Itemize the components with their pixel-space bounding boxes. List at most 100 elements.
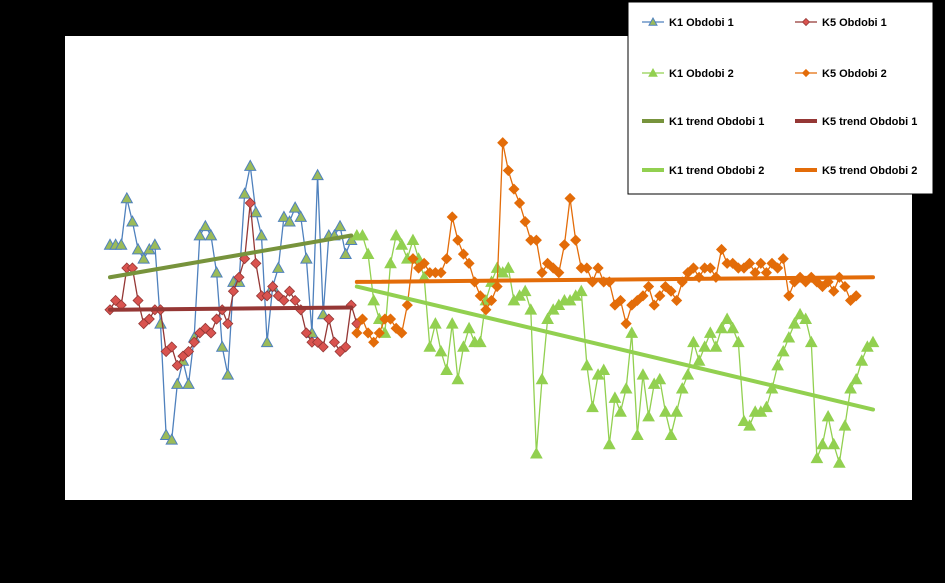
point-k1-obdobi-2-64	[709, 340, 723, 352]
point-k5-obdobi-1-18	[205, 327, 217, 339]
point-k1-obdobi-2-61	[692, 354, 706, 366]
point-k1-obdobi-2-3	[367, 293, 381, 306]
point-k5-obdobi-2-16	[441, 253, 453, 265]
point-k1-obdobi-2-70	[743, 419, 756, 431]
legend-label-k1-obdobi-1: K1 Obdobi 1	[669, 17, 734, 29]
point-k1-obdobi-1-27	[255, 228, 268, 241]
point-k5-obdobi-2-47	[614, 294, 627, 307]
point-k1-obdobi-2-45	[602, 437, 616, 450]
point-k5-obdobi-1-40	[328, 336, 340, 348]
point-k1-obdobi-2-55	[659, 405, 672, 417]
legend-item-k5-trend-obdobi-2: K5 trend Obdobi 2	[795, 165, 917, 177]
point-k1-obdobi-2-49	[625, 326, 639, 338]
point-k1-obdobi-2-80	[799, 312, 813, 324]
point-k1-obdobi-1-35	[300, 252, 313, 264]
point-k1-obdobi-1-33	[288, 201, 302, 213]
legend-item-k5-obdobi-2: K5 Obdobi 2	[795, 68, 887, 80]
legend-label-k5-obdobi-2: K5 Obdobi 2	[822, 68, 887, 80]
point-k1-obdobi-2-30	[518, 284, 532, 297]
point-k5-obdobi-2-70	[744, 257, 756, 269]
point-k1-obdobi-2-17	[445, 317, 459, 329]
point-k5-obdobi-2-9	[401, 299, 413, 311]
point-k5-obdobi-1-22	[227, 285, 239, 297]
point-k1-obdobi-1-37	[311, 168, 324, 181]
point-k1-obdobi-2-62	[698, 340, 712, 352]
point-k1-obdobi-1-38	[316, 307, 330, 320]
point-k1-obdobi-2-48	[619, 382, 633, 394]
legend-marker-k5-obdobi-1	[801, 17, 811, 27]
point-k5-obdobi-2-1	[356, 313, 369, 325]
point-k5-obdobi-2-77	[783, 290, 795, 302]
legend-item-k5-trend-obdobi-1: K5 trend Obdobi 1	[795, 116, 917, 128]
legend-label-k5-trend-obdobi-1: K5 trend Obdobi 1	[822, 116, 917, 128]
point-k5-obdobi-2-10	[407, 253, 419, 265]
point-k1-obdobi-2-13	[423, 340, 437, 352]
point-k1-obdobi-2-56	[664, 428, 678, 440]
point-k1-obdobi-2-50	[631, 428, 644, 440]
point-k1-obdobi-1-3	[120, 191, 134, 204]
point-k1-obdobi-2-69	[737, 414, 751, 427]
point-k1-obdobi-2-58	[675, 382, 689, 394]
trend-line-k5-trend-obdobi-2	[354, 275, 875, 284]
point-k1-obdobi-1-16	[193, 228, 207, 241]
point-k5-obdobi-2-2	[362, 327, 374, 339]
point-k1-obdobi-2-88	[844, 382, 857, 394]
point-k1-obdobi-2-8	[395, 238, 409, 250]
point-k5-obdobi-2-30	[519, 216, 531, 228]
point-k5-obdobi-2-33	[536, 267, 548, 279]
point-k1-obdobi-2-82	[810, 451, 824, 464]
point-k1-obdobi-2-85	[827, 437, 841, 450]
point-k1-obdobi-1-18	[204, 228, 218, 241]
point-k5-obdobi-2-3	[368, 336, 380, 348]
point-k5-obdobi-2-32	[530, 234, 542, 246]
point-k5-obdobi-1-11	[166, 341, 178, 353]
point-k1-obdobi-2-92	[866, 335, 880, 348]
point-k1-obdobi-1-20	[215, 340, 229, 352]
point-k1-obdobi-1-17	[199, 219, 212, 232]
point-k1-obdobi-1-14	[182, 377, 195, 389]
point-k5-obdobi-2-27	[502, 164, 514, 177]
point-k5-obdobi-1-12	[171, 359, 183, 372]
legend-item-k5-obdobi-1: K5 Obdobi 1	[795, 17, 887, 29]
point-k1-obdobi-2-75	[771, 358, 784, 371]
point-k1-obdobi-2-42	[586, 400, 599, 413]
point-k5-obdobi-2-52	[643, 280, 655, 293]
point-k1-obdobi-2-60	[687, 335, 700, 348]
point-k1-obdobi-1-28	[260, 335, 274, 348]
point-k5-obdobi-2-17	[446, 211, 458, 223]
point-k1-obdobi-1-24	[238, 187, 251, 199]
point-k1-obdobi-1-2	[114, 238, 128, 250]
point-k5-obdobi-2-28	[508, 183, 520, 195]
point-k5-obdobi-2-57	[671, 294, 683, 307]
point-k5-obdobi-2-23	[480, 304, 492, 316]
legend-label-k5-obdobi-1: K5 Obdobi 1	[822, 17, 887, 29]
legend-items: K1 Obdobi 1 K5 Obdobi 1 K1 Obdobi 2 K5 Obdo…	[642, 16, 917, 177]
legend-label-k1-trend-obdobi-1: K1 trend Obdobi 1	[669, 116, 764, 128]
point-k5-obdobi-2-36	[553, 267, 565, 279]
point-k1-obdobi-2-90	[855, 354, 869, 366]
point-k1-obdobi-2-86	[832, 456, 846, 468]
legend-marker-k5-obdobi-2	[801, 68, 811, 78]
point-k5-obdobi-1-15	[188, 336, 200, 348]
point-k1-obdobi-1-26	[249, 205, 263, 218]
point-k1-obdobi-2-19	[457, 340, 470, 352]
series-layer	[103, 137, 880, 468]
point-k5-obdobi-2-60	[687, 262, 700, 274]
legend-label-k1-obdobi-2: K1 Obdobi 2	[669, 68, 734, 80]
legend-item-k1-obdobi-1: K1 Obdobi 1	[642, 16, 734, 29]
point-k5-obdobi-2-8	[396, 327, 408, 339]
point-k1-obdobi-2-76	[776, 344, 790, 357]
point-k1-obdobi-1-10	[159, 428, 173, 440]
point-k1-obdobi-2-18	[451, 372, 465, 385]
legend-item-k1-obdobi-2: K1 Obdobi 2	[642, 67, 734, 80]
point-k5-obdobi-2-63	[704, 262, 716, 274]
point-k1-obdobi-1-25	[243, 159, 257, 171]
point-k1-obdobi-2-81	[804, 335, 818, 348]
point-k1-obdobi-1-32	[283, 215, 296, 227]
point-k5-obdobi-2-15	[435, 267, 447, 279]
point-k1-obdobi-2-63	[703, 326, 717, 338]
point-k1-obdobi-2-7	[389, 228, 403, 241]
point-k5-obdobi-1-21	[222, 318, 234, 330]
point-k1-obdobi-2-57	[670, 405, 683, 417]
legend-item-k1-trend-obdobi-1: K1 trend Obdobi 1	[642, 116, 764, 128]
